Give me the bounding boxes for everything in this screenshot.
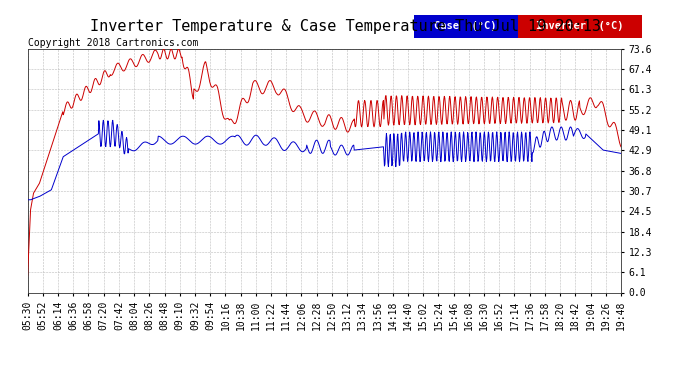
Text: Case  (°C): Case (°C) bbox=[435, 21, 497, 31]
Text: Copyright 2018 Cartronics.com: Copyright 2018 Cartronics.com bbox=[28, 38, 198, 48]
Text: Inverter Temperature & Case Temperature Thu Jul 19 20:13: Inverter Temperature & Case Temperature … bbox=[90, 19, 600, 34]
Text: Inverter  (°C): Inverter (°C) bbox=[536, 21, 623, 31]
